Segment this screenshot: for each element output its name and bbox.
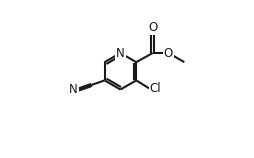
Text: O: O [148, 21, 157, 34]
Text: N: N [116, 46, 125, 60]
Text: O: O [164, 46, 173, 60]
Text: Cl: Cl [150, 82, 161, 95]
Text: N: N [69, 83, 78, 96]
